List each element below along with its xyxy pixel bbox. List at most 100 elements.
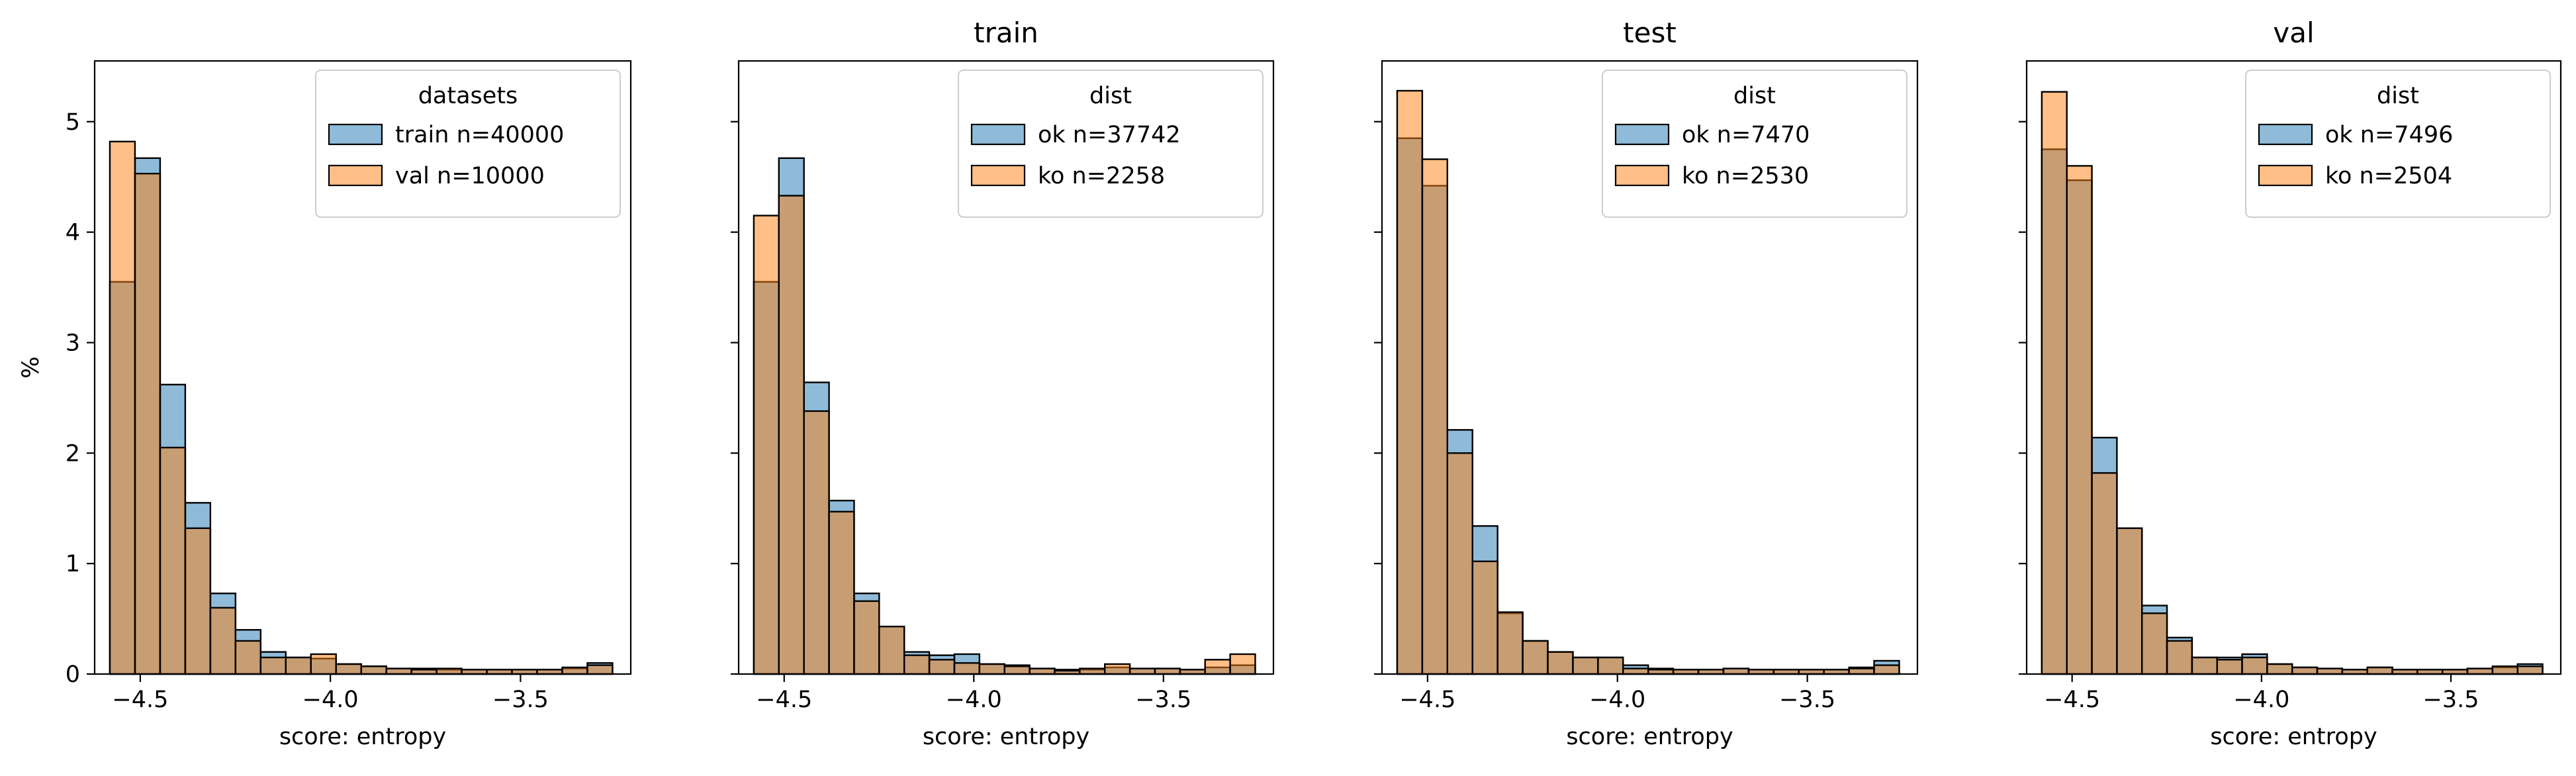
legend-title: dist [1733,83,1776,109]
bar-series2-bin8 [285,656,312,675]
legend-label-2: ko n=2530 [1682,163,1809,189]
bar-series2-bin6 [234,640,262,675]
y-tick-label: 2 [66,440,80,467]
legend-box [1602,70,1908,218]
bar-series2-bin18 [2466,667,2494,675]
bar-series2-bin17 [1154,667,1181,675]
axes-frame [737,60,1275,675]
legend: dist ok n=37742 ko n=2258 [958,70,1264,218]
x-tick-label: −4.5 [756,687,812,713]
bar-series2-bin12 [2316,667,2344,675]
legend: datasets train n=40000 val n=10000 [315,70,621,218]
bar-series2-bin2 [134,172,161,675]
legend-label-1: train n=40000 [395,122,564,148]
bar-series2-bin3 [803,410,830,675]
bar-series2-bin5 [853,600,880,675]
bar-series2-bin20 [1873,664,1900,675]
bar-series2-bin10 [335,663,362,675]
chart-title: train [974,17,1038,49]
legend-swatch-1 [1614,123,1670,146]
axes-frame [93,60,632,675]
x-axis-label: score: entropy [2210,724,2377,750]
x-tick-label: −3.5 [1135,687,1191,713]
bar-series2-bin7 [1547,651,1574,675]
x-axis-label: score: entropy [1566,724,1733,750]
bar-series2-bin20 [586,664,614,675]
x-tick-label: −3.5 [2423,687,2479,713]
y-tick-label: 5 [66,109,80,136]
legend-box [315,70,621,218]
x-tick-label: −4.5 [1399,687,1455,713]
bar-series2-bin11 [1003,665,1031,675]
bar-series2-bin1 [753,215,780,675]
legend: dist ok n=7496 ko n=2504 [2245,70,2551,218]
bar-series2-bin9 [1597,656,1624,675]
legend-label-1: ok n=7470 [1682,122,1810,148]
bar-series2-bin1 [1396,89,1424,675]
legend-swatch-2 [1614,164,1670,187]
y-tick-label: 4 [66,220,80,246]
bar-series2-bin7 [2191,656,2218,675]
bar-series2-bin8 [1572,656,1599,675]
bar-series2-bin10 [1622,667,1649,675]
chart-panel-3: −4.5 −4.0 −3.5 score: entropy test dist ok n=7… [1374,17,1919,750]
bar-series2-bin20 [2516,665,2544,675]
axes-frame [1381,60,1919,675]
bar-series2-bin4 [2116,527,2143,675]
chart-title: test [1623,17,1677,49]
bar-series2-bin19 [1848,667,1875,675]
bar-series2-bin3 [2091,472,2118,675]
axes-frame [2025,60,2562,675]
legend-swatch-2 [970,164,1026,187]
bar-series2-bin14 [1079,667,1106,675]
bar-series2-bin11 [2291,666,2319,675]
bar-series2-bin4 [828,510,855,675]
chart-title: val [2273,17,2314,49]
legend-swatch-1 [2258,123,2313,146]
legend-swatch-1 [970,123,1026,146]
bar-series2-bin19 [2491,665,2518,675]
chart-panel-1: −4.5 −4.0 −3.5 0 1 2 3 4 5 score: entropy% dataset… [18,60,632,750]
bar-series2-bin14 [1722,667,1750,675]
bar-series2-bin5 [2141,612,2168,675]
legend-label-1: ok n=37742 [1038,122,1181,148]
x-tick-label: −4.0 [946,687,1002,713]
y-tick-label: 0 [66,661,80,688]
bar-series2-bin2 [778,195,805,675]
bar-series2-bin4 [184,527,212,675]
bar-series2-bin8 [2216,659,2243,675]
bar-series2-bin14 [436,667,463,675]
bar-series2-bin4 [1471,560,1498,675]
legend-swatch-1 [328,123,383,146]
y-tick-label: 3 [66,330,80,356]
bar-series2-bin19 [1204,659,1231,675]
y-axis-label: % [18,356,44,378]
legend-box [958,70,1264,218]
bar-series2-bin1 [109,140,136,675]
bar-series2-bin2 [2066,165,2093,675]
legend-title: dist [1089,83,1132,109]
legend-title: datasets [418,83,518,109]
bar-series2-bin9 [953,662,981,675]
bar-series2-bin10 [2266,663,2293,675]
legend-swatch-2 [328,164,383,187]
legend-label-2: ko n=2504 [2325,163,2452,189]
chart-panel-2: −4.5 −4.0 −3.5 score: entropy train dist ok n=… [731,17,1275,750]
legend: dist ok n=7470 ko n=2530 [1602,70,1908,218]
bar-series2-bin8 [928,659,956,675]
x-axis-label: score: entropy [923,724,1089,750]
legend-label-1: ok n=7496 [2325,122,2453,148]
bar-series2-bin3 [1446,452,1473,675]
bar-series2-bin5 [1496,611,1524,675]
legend-label-2: val n=10000 [395,163,545,189]
x-tick-label: −3.5 [1779,687,1835,713]
bar-series2-bin7 [903,654,931,675]
bar-series2-bin3 [159,446,187,675]
x-tick-label: −4.0 [1589,687,1645,713]
bar-series2-bin9 [310,653,337,675]
legend-swatch-2 [2258,164,2313,187]
x-tick-label: −4.5 [2044,687,2100,713]
bar-series2-bin2 [1421,158,1449,675]
x-tick-label: −4.0 [2233,687,2289,713]
